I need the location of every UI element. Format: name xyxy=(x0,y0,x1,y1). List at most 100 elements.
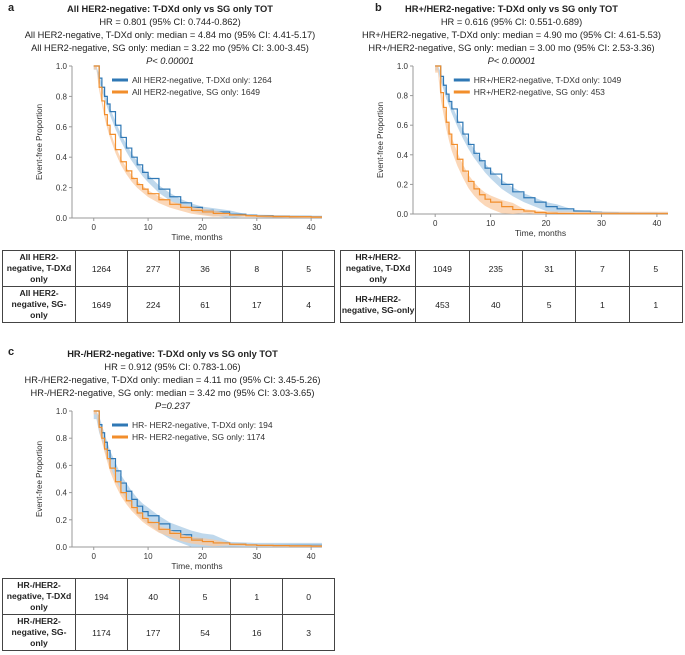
x-tick-label: 10 xyxy=(144,223,153,232)
y-tick-label: 0.4 xyxy=(56,489,68,498)
x-tick-label: 0 xyxy=(92,552,97,561)
risk-count-cell: 5 xyxy=(282,250,335,287)
median-tdxd-text: HR-/HER2-negative, T-DXd only: median = … xyxy=(24,375,321,385)
risk-count-cell: 3 xyxy=(282,614,335,651)
risk-count-cell: 5 xyxy=(521,286,577,323)
x-axis-label: Time, months xyxy=(171,561,222,571)
y-axis-label: Event-free Proportion xyxy=(35,104,44,180)
y-tick-label: 0.2 xyxy=(56,184,68,193)
panel-title: HR+/HER2-negative: T-DXd only vs SG only… xyxy=(405,4,618,14)
risk-table-c: HR-/HER2-negative, T-DXd only 194 40 5 1 0 HR-… xyxy=(1,578,335,651)
panel-b: b HR+/HER2-negative: T-DXd only vs SG on… xyxy=(338,0,685,330)
panel-c: c HR-/HER2-negative: T-DXd only vs SG on… xyxy=(0,345,345,655)
y-tick-label: 0.2 xyxy=(397,180,409,189)
risk-count-cell: 224 xyxy=(126,286,180,323)
y-tick-label: 0.8 xyxy=(397,92,409,101)
risk-count-cell: 235 xyxy=(468,250,523,287)
y-tick-label: 0.8 xyxy=(56,434,68,443)
risk-count-cell: 1649 xyxy=(75,286,128,323)
median-sg-text: HR-/HER2-negative, SG only: median = 3.4… xyxy=(30,388,315,398)
x-tick-label: 20 xyxy=(198,223,207,232)
y-axis-label: Event-free Proportion xyxy=(376,102,385,178)
risk-count-cell: 1 xyxy=(575,286,630,323)
x-tick-label: 40 xyxy=(652,219,661,228)
km-chart-a: 0.0 0.2 0.4 0.6 0.8 1.0 0 10 20 30 40 Time, months E… xyxy=(35,62,322,242)
y-tick-label: 0.0 xyxy=(56,214,68,223)
risk-count-cell: 1049 xyxy=(415,250,470,287)
risk-row-label: HR+/HER2-negative, SG-only xyxy=(339,286,417,323)
risk-count-cell: 1 xyxy=(230,578,284,615)
risk-table-row: All HER2-negative, T-DXd only 1264 277 36 8 5 xyxy=(1,250,335,287)
risk-table-row: HR-/HER2-negative, T-DXd only 194 40 5 1 0 xyxy=(1,578,335,615)
survival-curve-sg xyxy=(93,410,322,547)
risk-count-cell: 40 xyxy=(468,286,523,323)
y-tick-label: 0.0 xyxy=(397,210,409,219)
panel-title: HR-/HER2-negative: T-DXd only vs SG only… xyxy=(67,349,278,359)
risk-count-cell: 40 xyxy=(126,578,180,615)
risk-count-cell: 5 xyxy=(178,578,232,615)
risk-table-row: HR-/HER2-negative, SG-only 1174 177 54 16 3 xyxy=(1,614,335,651)
risk-row-label: HR+/HER2-negative, T-DXd only xyxy=(339,250,417,287)
x-axis-label: Time, months xyxy=(171,232,222,242)
risk-count-cell: 4 xyxy=(282,286,335,323)
risk-count-cell: 36 xyxy=(178,250,232,287)
x-tick-label: 40 xyxy=(307,552,316,561)
risk-count-cell: 1174 xyxy=(75,614,128,651)
risk-count-cell: 277 xyxy=(126,250,180,287)
panel-label: b xyxy=(375,2,382,14)
x-tick-label: 20 xyxy=(542,219,551,228)
risk-table-a: All HER2-negative, T-DXd only 1264 277 36 8 5… xyxy=(1,250,335,323)
ci-band-tdxd xyxy=(435,66,668,214)
x-tick-label: 30 xyxy=(597,219,606,228)
p-value-text: P=0.237 xyxy=(155,401,190,411)
y-tick-label: 0.6 xyxy=(397,121,409,130)
ci-band-tdxd xyxy=(93,66,322,218)
hazard-ratio-text: HR = 0.801 (95% CI: 0.744-0.862) xyxy=(99,17,241,27)
median-sg-text: All HER2-negative, SG only: median = 3.2… xyxy=(31,43,309,53)
risk-count-cell: 1264 xyxy=(75,250,128,287)
x-tick-label: 10 xyxy=(144,552,153,561)
y-tick-label: 0.4 xyxy=(56,153,68,162)
x-tick-label: 40 xyxy=(307,223,316,232)
panel-title: All HER2-negative: T-DXd only vs SG only… xyxy=(67,4,273,14)
p-value-text: P< 0.00001 xyxy=(146,56,194,66)
km-chart-c: 0.0 0.2 0.4 0.6 0.8 1.0 0 10 20 30 40 Time, months E… xyxy=(35,407,322,571)
risk-table-row: All HER2-negative, SG-only 1649 224 61 17 4 xyxy=(1,286,335,323)
y-tick-label: 0.6 xyxy=(56,123,68,132)
risk-count-cell: 7 xyxy=(575,250,630,287)
risk-count-cell: 16 xyxy=(230,614,284,651)
legend-entry: HR+/HER2-negative, SG only: 453 xyxy=(474,87,605,97)
legend-entry: All HER2-negative, T-DXd only: 1264 xyxy=(132,75,272,85)
km-chart-b: 0.0 0.2 0.4 0.6 0.8 1.0 0 10 20 30 40 Time, months E… xyxy=(376,62,668,238)
legend-entry: HR- HER2-negative, T-DXd only: 194 xyxy=(132,420,273,430)
x-axis-label: Time, months xyxy=(515,228,566,238)
y-tick-label: 0.8 xyxy=(56,92,68,101)
x-tick-label: 10 xyxy=(486,219,495,228)
risk-table-row: HR+/HER2-negative, SG-only 453 40 5 1 1 xyxy=(339,286,684,323)
risk-count-cell: 17 xyxy=(230,286,284,323)
x-tick-label: 0 xyxy=(433,219,438,228)
median-tdxd-text: All HER2-negative, T-DXd only: median = … xyxy=(24,30,316,40)
survival-curve-sg xyxy=(93,65,322,218)
risk-table-b: HR+/HER2-negative, T-DXd only 1049 235 31 7 5… xyxy=(339,250,684,323)
hazard-ratio-text: HR = 0.912 (95% CI: 0.783-1.06) xyxy=(104,362,241,372)
risk-count-cell: 61 xyxy=(178,286,232,323)
risk-count-cell: 5 xyxy=(628,250,684,287)
hazard-ratio-text: HR = 0.616 (95% CI: 0.551-0.689) xyxy=(440,17,583,27)
x-tick-label: 20 xyxy=(198,552,207,561)
y-tick-label: 0.2 xyxy=(56,516,68,525)
survival-curve-sg xyxy=(435,65,668,215)
panel-a: a All HER2-negative: T-DXd only vs SG on… xyxy=(0,0,340,330)
x-tick-label: 0 xyxy=(92,223,97,232)
risk-row-label: HR-/HER2-negative, T-DXd only xyxy=(1,578,77,615)
risk-row-label: All HER2-negative, SG-only xyxy=(1,286,77,323)
legend-entry: All HER2-negative, SG only: 1649 xyxy=(132,87,260,97)
p-value-text: P< 0.00001 xyxy=(487,56,536,66)
risk-row-label: All HER2-negative, T-DXd only xyxy=(1,250,77,287)
x-tick-label: 30 xyxy=(252,552,261,561)
legend-entry: HR+/HER2-negative, T-DXd only: 1049 xyxy=(474,75,622,85)
y-tick-label: 0.4 xyxy=(397,151,409,160)
y-tick-label: 1.0 xyxy=(56,407,68,416)
panel-label: a xyxy=(8,2,15,14)
risk-count-cell: 177 xyxy=(126,614,180,651)
